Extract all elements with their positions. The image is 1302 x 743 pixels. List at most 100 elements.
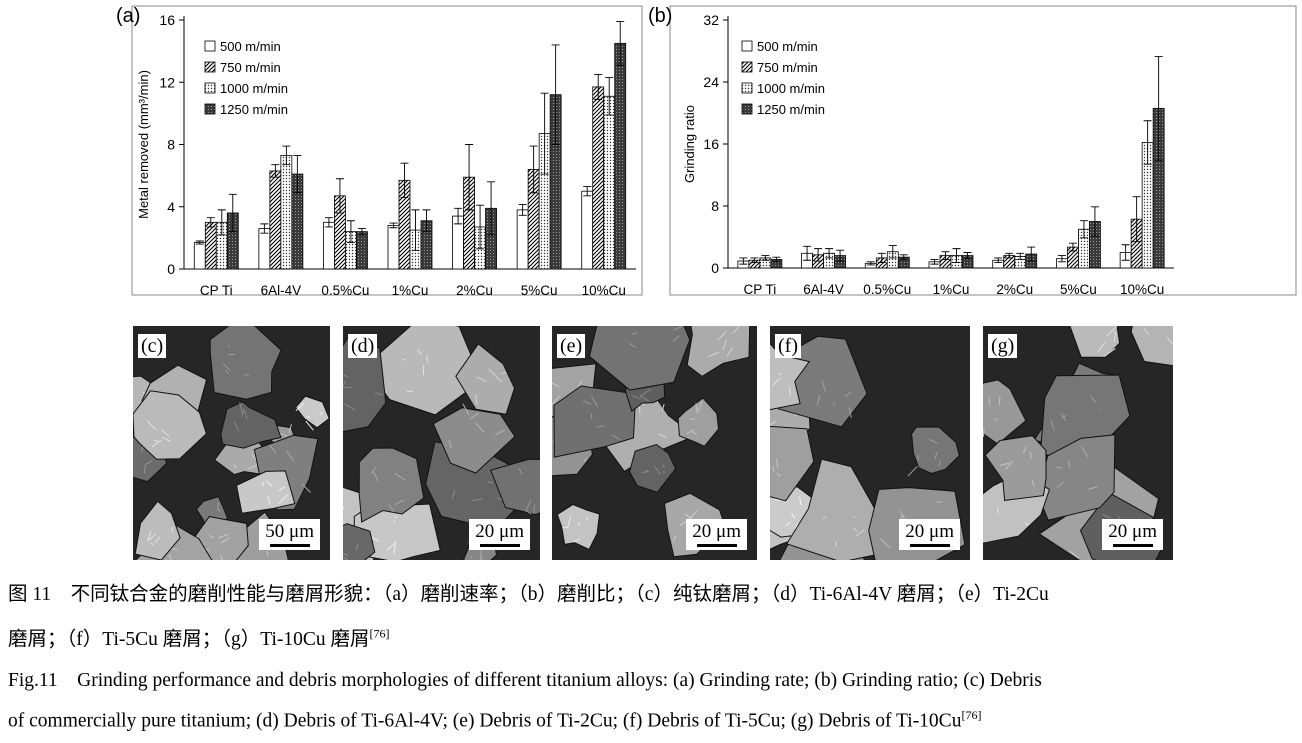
chart-a-errorbar-0-0 [195, 240, 204, 245]
micrograph-c-scale-bar [269, 544, 310, 547]
chart-a-bar-5-0 [516, 209, 529, 270]
chart-a-errorbar-2-1 [335, 178, 344, 214]
micrograph-d-texture [343, 326, 540, 560]
micrograph-e-scale-bar [696, 544, 737, 547]
chart-a-errorbar-2-0 [324, 217, 333, 228]
chart-b-legend-label-3: 1250 m/min [757, 102, 825, 117]
micrograph-d: (d) 20 μm [343, 326, 540, 560]
chart-a-bar-6-3 [614, 42, 627, 270]
chart-b-errorbar-6-0 [1121, 244, 1130, 261]
chart-a-errorbar-1-1 [271, 164, 280, 178]
chart-b-errorbar-1-2 [825, 248, 834, 259]
micrograph-g-label: (g) [988, 334, 1018, 358]
chart-b-legend-label-0: 500 m/min [757, 39, 818, 54]
caption-cn-line2-text: 磨屑；（f）Ti-5Cu 磨屑；（g）Ti-10Cu 磨屑 [8, 629, 370, 650]
chart-a-legend-label-2: 1000 m/min [220, 81, 288, 96]
chart-a-legend-swatch-0 [204, 40, 216, 52]
micrograph-e-scale-label: 20 μm [692, 521, 741, 542]
micrograph-e-label: (e) [557, 334, 586, 358]
chart-a-legend-label-0: 500 m/min [220, 39, 281, 54]
chart-a-errorbar-0-2 [217, 209, 226, 236]
chart-b-errorbar-2-1 [877, 252, 886, 264]
chart-b-panel-label: (b) [648, 5, 672, 27]
chart-b-category-label-0: CP Ti [743, 282, 776, 297]
chart-a-errorbar-0-3 [228, 193, 237, 233]
chart-a-errorbar-5-2 [540, 92, 549, 175]
micrograph-c: (c) 50 μm [133, 326, 330, 560]
chart-a-ytick-label-2: 8 [167, 137, 175, 153]
chart-a-errorbar-6-3 [616, 21, 625, 66]
chart-a-errorbar-0-1 [206, 217, 215, 228]
caption-en-line2: of commercially pure titanium; (d) Debri… [8, 708, 981, 733]
chart-b-category-label-5: 5%Cu [1060, 282, 1097, 297]
chart-a-category-label-4: 2%Cu [456, 283, 493, 298]
chart-b-ytick-label-3: 24 [703, 74, 719, 90]
micrograph-g-scalebar: 20 μm [1102, 519, 1163, 550]
chart-b-ytick-label-4: 32 [703, 12, 719, 28]
chart-b-legend-swatch-2 [741, 82, 753, 94]
chart-a-bar-3-0 [387, 225, 400, 270]
chart-b-category-label-3: 1%Cu [933, 282, 970, 297]
chart-b-errorbar-4-1 [1005, 252, 1014, 259]
chart-b-errorbar-2-2 [888, 245, 897, 259]
chart-a-errorbar-5-1 [529, 145, 538, 194]
chart-b-errorbar-0-2 [761, 255, 770, 261]
micrograph-e: (e) 20 μm [552, 326, 757, 560]
chart-a-bar-2-0 [323, 221, 335, 270]
chart-a-errorbar-4-0 [454, 207, 463, 225]
chart-a-errorbar-1-2 [282, 145, 291, 166]
micrograph-c-scalebar: 50 μm [259, 519, 320, 550]
micrograph-d-label: (d) [348, 334, 378, 358]
chart-b-errorbar-5-2 [1079, 220, 1088, 239]
chart-a-category-label-2: 0.5%Cu [321, 283, 369, 298]
chart-b-errorbar-6-3 [1154, 55, 1163, 161]
chart-b-category-label-1: 6Al-4V [803, 282, 844, 297]
chart-a-category-label-3: 1%Cu [392, 283, 429, 298]
chart-b-errorbar-5-0 [1057, 255, 1066, 263]
chart-a-legend-swatch-1 [204, 61, 216, 73]
chart-a-bar-2-3 [356, 231, 368, 270]
caption-cn-line1-text: 图 11 不同钛合金的磨削性能与磨屑形貌：（a）磨削速率；（b）磨削比；（c）纯… [8, 584, 1049, 605]
chart-a-ytick-label-4: 16 [159, 12, 175, 28]
chart-a-bar-1-0 [258, 228, 271, 270]
chart-b-ytick-label-1: 8 [711, 198, 719, 214]
chart-a-panel-label: (a) [116, 5, 140, 27]
chart-a-category-label-5: 5%Cu [521, 283, 558, 298]
chart-a-category-label-1: 6Al-4V [261, 283, 302, 298]
chart-a-bar-1-1 [269, 170, 282, 270]
micrograph-c-scale-label: 50 μm [265, 521, 314, 542]
micrograph-d-scale-bar [479, 544, 520, 547]
micrograph-g-scale-bar [1112, 544, 1153, 547]
chart-b-errorbar-5-1 [1068, 242, 1077, 252]
caption-en-line1-text: Fig.11 Grinding performance and debris m… [8, 670, 1042, 691]
chart-b-ytick-label-0: 0 [711, 260, 719, 276]
chart-a-ytick-label-3: 12 [159, 74, 175, 90]
chart-b-errorbar-1-1 [814, 248, 823, 262]
chart-a-bar-6-1 [592, 86, 605, 270]
micrograph-f-scale-label: 20 μm [905, 521, 954, 542]
chart-b-errorbar-1-0 [803, 245, 812, 261]
chart-b-errorbar-2-0 [866, 261, 875, 266]
caption-cn-line1: 图 11 不同钛合金的磨削性能与磨屑形貌：（a）磨削速率；（b）磨削比；（c）纯… [8, 577, 1049, 606]
chart-a-legend-swatch-3 [204, 103, 216, 115]
chart-a-errorbar-1-0 [260, 223, 269, 234]
chart-a-bar-0-0 [193, 242, 206, 270]
chart-b-errorbar-3-1 [941, 251, 950, 260]
micrograph-f: (f) 20 μm [770, 326, 970, 560]
chart-a-bar-0-1 [204, 221, 217, 270]
chart-b-category-label-4: 2%Cu [996, 282, 1033, 297]
chart-b-errorbar-1-3 [836, 249, 845, 262]
chart-b-legend-swatch-1 [741, 61, 753, 73]
chart-a-errorbar-2-3 [357, 228, 366, 236]
chart-b-errorbar-6-1 [1132, 196, 1141, 243]
chart-b-ylabel: Grinding ratio [682, 105, 697, 183]
chart-a-errorbar-6-1 [594, 74, 603, 100]
chart-a-legend-swatch-2 [204, 82, 216, 94]
caption-cn-ref: [76] [369, 626, 390, 641]
chart-a-category-label-6: 10%Cu [582, 283, 626, 298]
chart-b-errorbar-0-0 [739, 257, 748, 265]
chart-b-errorbar-4-3 [1027, 246, 1036, 262]
chart-grinding-ratio: 0 8 16 24 32 Grinding ratio (b) CP Ti 6Al-4V 0.5%… [648, 5, 1297, 297]
chart-a-errorbar-6-0 [583, 186, 592, 197]
micrograph-g: (g) 20 μm [983, 326, 1173, 560]
